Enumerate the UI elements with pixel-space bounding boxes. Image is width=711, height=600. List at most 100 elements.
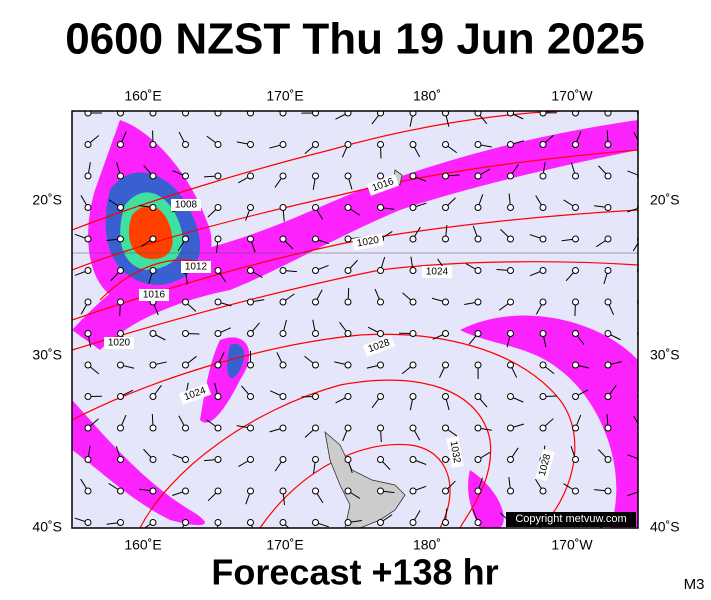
isobar-label: 1028 — [535, 448, 555, 482]
station — [572, 456, 579, 463]
station — [409, 298, 417, 306]
station — [117, 235, 124, 243]
station — [149, 111, 157, 117]
station — [409, 519, 417, 526]
isobar-label-box — [535, 448, 555, 482]
station — [279, 487, 287, 495]
station — [377, 393, 384, 400]
station — [312, 204, 319, 211]
station — [474, 330, 482, 337]
station — [182, 424, 189, 432]
station — [539, 172, 547, 180]
station — [572, 111, 579, 117]
station — [442, 361, 449, 369]
isobar-label-text: 1020 — [356, 235, 380, 250]
top-lon-label: 160˚E — [124, 88, 161, 104]
station — [84, 456, 92, 463]
isobar-label-text: 1012 — [185, 262, 208, 273]
station — [279, 298, 287, 306]
station — [409, 330, 417, 337]
station — [247, 298, 254, 306]
barb — [641, 302, 652, 311]
station — [214, 519, 222, 526]
station — [279, 424, 287, 432]
station — [377, 487, 384, 495]
station — [474, 111, 482, 117]
copyright: Copyright metvuw.com — [515, 513, 626, 525]
station — [312, 361, 319, 369]
station — [507, 141, 514, 148]
station — [344, 267, 352, 274]
station — [474, 393, 482, 400]
station — [149, 204, 157, 211]
station — [539, 111, 547, 117]
station — [474, 141, 482, 148]
station — [344, 330, 352, 337]
station — [117, 456, 124, 463]
station — [507, 393, 514, 400]
station — [409, 267, 417, 274]
station — [117, 519, 124, 526]
station — [604, 487, 612, 495]
station — [214, 456, 222, 463]
bottom-lon-label: 160˚E — [124, 537, 161, 553]
station — [474, 519, 482, 526]
station — [442, 487, 449, 495]
isobar-label-text: 1032 — [448, 440, 463, 464]
station — [117, 298, 124, 306]
station — [409, 393, 417, 400]
station — [442, 424, 449, 432]
station — [247, 393, 254, 400]
station — [312, 519, 319, 526]
station — [84, 172, 92, 180]
isobar-label-box — [446, 436, 464, 468]
station — [279, 519, 287, 526]
barb — [627, 207, 638, 213]
station — [247, 204, 254, 211]
station — [344, 141, 352, 148]
station — [539, 487, 547, 495]
station — [572, 267, 579, 274]
station — [377, 111, 384, 117]
station — [312, 487, 319, 495]
station — [84, 519, 92, 526]
bottom-lon-label: 180˚ — [413, 537, 441, 553]
isobar-label-box — [352, 233, 384, 251]
station — [572, 204, 579, 211]
isobar-label-text: 1008 — [175, 200, 198, 211]
station — [539, 361, 547, 369]
barb — [627, 491, 638, 497]
right-lat-label: 40˚S — [650, 519, 680, 535]
left-lat-label: 30˚S — [32, 347, 62, 363]
station — [507, 172, 514, 180]
station — [247, 141, 254, 148]
isobar-labels: 1008101210161016102010241028102010241032… — [104, 174, 555, 482]
station — [84, 487, 92, 495]
left-lat-label: 20˚S — [32, 192, 62, 208]
barb — [632, 242, 638, 252]
station — [279, 393, 287, 400]
station — [539, 330, 547, 337]
station — [344, 393, 352, 400]
station — [84, 298, 92, 306]
station — [84, 235, 92, 243]
station — [377, 519, 384, 526]
station — [377, 298, 384, 306]
station — [604, 267, 612, 274]
station — [247, 424, 254, 432]
station — [474, 487, 482, 495]
station — [182, 361, 189, 369]
station — [539, 424, 547, 432]
station — [182, 298, 189, 306]
station — [279, 361, 287, 369]
station — [182, 519, 189, 526]
station — [377, 204, 384, 211]
station — [84, 111, 92, 117]
station — [182, 141, 189, 148]
station — [604, 393, 612, 400]
station — [214, 393, 222, 400]
station — [507, 267, 514, 274]
station — [604, 424, 612, 432]
station — [182, 330, 189, 337]
isobar-label: 1008 — [171, 199, 201, 211]
